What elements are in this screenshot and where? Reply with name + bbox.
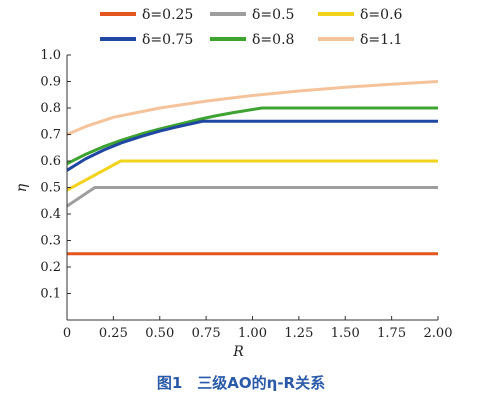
x-tick-label: 0.25 [99,326,128,341]
x-tick-label: 0.75 [192,326,221,341]
y-tick-label: 0.5 [40,181,61,196]
y-tick-label: 1.0 [40,48,61,63]
y-tick-label: 0.1 [40,287,61,302]
series-line-5 [66,106,438,166]
x-tick-label: 1.75 [377,326,406,341]
x-axis-title: R [232,344,244,360]
figure-caption: 图1 三级AO的η-R关系 [157,374,325,392]
x-tick-label: 1.50 [331,326,360,341]
y-tick-label: 0.2 [40,260,61,275]
legend-label-3: δ=0.6 [360,7,403,23]
x-tick-label: 1.25 [284,326,313,341]
x-tick-label: 1.00 [238,326,267,341]
y-tick-label: 0.9 [40,75,61,90]
legend: δ=0.25 δ=0.5 δ=0.6 δ=0.75 δ=0.8 δ=1.1 [100,7,403,48]
legend-label-1: δ=0.25 [142,7,193,23]
legend-label-6: δ=1.1 [360,32,402,48]
series-line-3 [66,159,438,192]
legend-label-4: δ=0.75 [142,32,193,48]
y-tick-label: 0.3 [40,234,61,249]
axes: 0.10.20.30.40.50.60.70.80.91.00 0.25 0.50 0… [40,48,452,341]
series-line-4 [66,119,438,172]
x-tick-label: 0.50 [145,326,174,341]
series-line-6 [66,80,439,136]
x-tick-label: 0 [63,326,71,341]
y-axis-title: η [14,183,30,192]
y-tick-label: 0.7 [40,128,61,143]
series-lines [66,80,439,256]
series-line-2 [66,186,438,208]
y-tick-label: 0.4 [40,207,61,222]
x-tick-label: 2.00 [424,326,453,341]
legend-label-5: δ=0.8 [252,32,294,48]
legend-label-2: δ=0.5 [252,7,294,23]
y-tick-label: 0.8 [40,101,61,116]
y-tick-label: 0.6 [40,154,61,169]
